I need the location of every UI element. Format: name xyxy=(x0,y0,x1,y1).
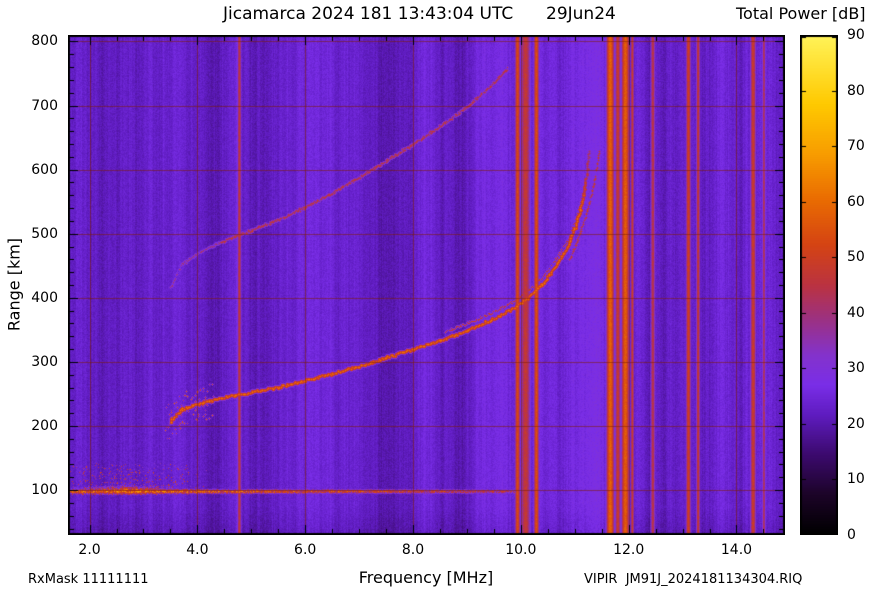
x-tick-label: 4.0 xyxy=(186,542,209,558)
y-tick-label: 300 xyxy=(31,353,58,370)
x-tick-label: 14.0 xyxy=(720,542,753,558)
colorbar-tick-label: 30 xyxy=(847,360,865,377)
y-tick-label: 800 xyxy=(31,33,58,50)
colorbar-tick-label: 70 xyxy=(847,138,865,155)
colorbar-tick-label: 40 xyxy=(847,304,865,321)
ionogram-heatmap-canvas xyxy=(68,35,785,535)
source-file-label: VIPIR JM91J_2024181134304.RIQ xyxy=(584,572,803,587)
x-tick-label: 12.0 xyxy=(613,542,645,558)
colorbar-canvas xyxy=(800,35,838,535)
colorbar-tick-label: 50 xyxy=(847,249,865,266)
y-tick-label: 200 xyxy=(31,418,58,435)
x-axis-label: Frequency [MHz] xyxy=(358,568,494,587)
colorbar-tick-label: 60 xyxy=(847,193,865,210)
x-tick-label: 6.0 xyxy=(294,542,317,558)
y-tick-label: 100 xyxy=(31,482,58,499)
x-tick-label: 10.0 xyxy=(505,542,537,558)
colorbar-tick-label: 0 xyxy=(847,527,856,543)
colorbar-tick-label: 90 xyxy=(847,27,865,43)
y-axis-label: Range [km] xyxy=(4,237,24,332)
colorbar-tick-label: 20 xyxy=(847,415,865,432)
x-tick-label: 8.0 xyxy=(401,542,425,558)
y-tick-label: 500 xyxy=(31,225,58,242)
y-tick-label: 600 xyxy=(31,161,58,178)
colorbar-title: Total Power [dB] xyxy=(736,4,866,23)
plot-title: Jicamarca 2024 181 13:43:04 UTC xyxy=(223,4,514,24)
plot-date: 29Jun24 xyxy=(546,4,616,24)
y-tick-label: 400 xyxy=(31,289,58,306)
colorbar-tick-label: 10 xyxy=(847,471,865,488)
y-tick-label: 700 xyxy=(31,97,58,114)
colorbar-tick-label: 80 xyxy=(847,82,865,99)
x-tick-label: 2.0 xyxy=(78,542,101,558)
rx-mask-label: RxMask 11111111 xyxy=(28,572,149,587)
